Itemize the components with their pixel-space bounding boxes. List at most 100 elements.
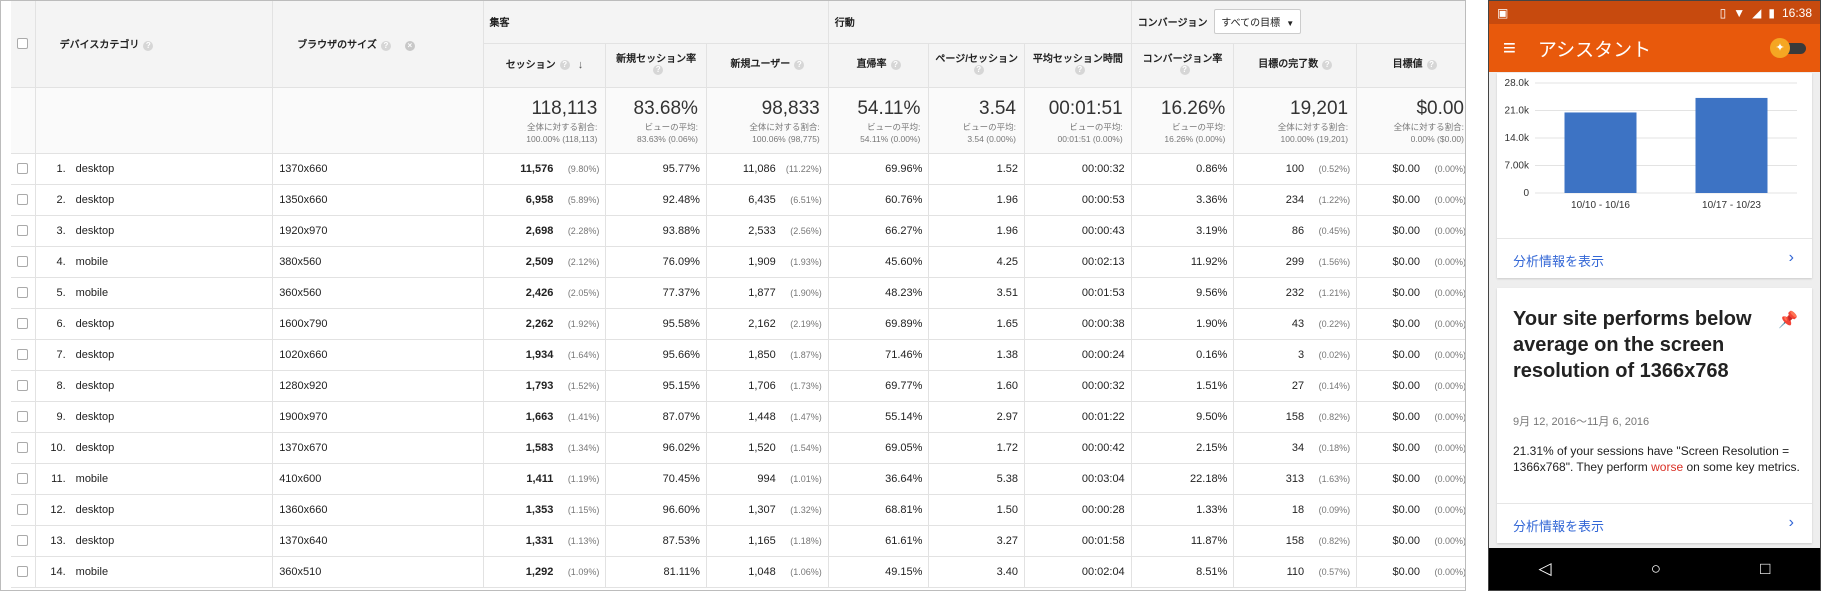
new-users-share: (1.47%) (790, 411, 822, 422)
sessions-cell: 1,934 (1.64%) (483, 339, 607, 371)
table-row[interactable]: 9. desktop 1900x970 1,663 (1.41%) 87.07% 1,448… (11, 401, 1466, 433)
view-insights-link[interactable]: 分析情報を表示 › (1497, 238, 1812, 278)
goal-completions-share: (0.14%) (1318, 380, 1351, 391)
new-sessions-rate-value: 77.37% (662, 286, 700, 299)
pages-per-session-header[interactable]: ページ/セッション? (928, 43, 1025, 88)
table-row[interactable]: 10. desktop 1370x670 1,583 (1.34%) 96.02% 1,52… (11, 432, 1465, 464)
android-nav-bar: ◁ ○ □ (1489, 548, 1820, 590)
conversion-rate-header[interactable]: コンバージョン率? (1131, 43, 1235, 88)
total-value: 00:01:51 (1048, 97, 1123, 119)
help-icon[interactable]: ? (653, 65, 664, 76)
sessions-header[interactable]: セッション? ↓ (483, 43, 607, 88)
bounce-rate-value: 55.14% (885, 410, 923, 423)
bounce-rate-value: 48.23% (885, 286, 923, 299)
row-checkbox[interactable] (17, 318, 29, 330)
row-checkbox[interactable] (17, 504, 29, 516)
new-users-value: 1,520 (748, 441, 776, 454)
row-checkbox[interactable] (17, 163, 29, 175)
back-icon[interactable]: ◁ (1538, 559, 1552, 578)
table-row[interactable]: 13. desktop 1370x640 1,331 (1.13%) 87.53% 1,16… (11, 525, 1465, 557)
avg-session-duration-cell: 00:00:53 (1024, 184, 1132, 216)
row-checkbox[interactable] (17, 535, 29, 547)
new-users-cell: 6,435 (6.51%) (706, 184, 829, 216)
goal-completions-header[interactable]: 目標の完了数? (1233, 43, 1358, 88)
device-category-link: desktop (75, 317, 115, 330)
help-icon[interactable]: ? (1074, 65, 1085, 76)
table-row[interactable]: 2. desktop 1350x660 6,958 (5.89%) 92.48% 6,435… (11, 184, 1465, 216)
help-icon[interactable]: ? (1426, 59, 1437, 70)
bar[interactable] (1564, 112, 1637, 193)
table-row[interactable]: 14. mobile 360x510 1,292 (1.09%) 81.11% 1,048 (… (11, 556, 1465, 588)
home-icon[interactable]: ○ (1650, 559, 1662, 578)
row-checkbox[interactable] (17, 287, 29, 299)
row-checkbox[interactable] (17, 380, 29, 392)
select-all-checkbox[interactable] (17, 38, 29, 50)
help-icon[interactable]: ? (559, 60, 570, 71)
pin-toggle[interactable]: ✦ (1770, 38, 1806, 58)
bar[interactable] (1695, 97, 1768, 193)
table-row[interactable]: 11. mobile 410x600 1,411 (1.19%) 70.45% 994 (1.… (11, 463, 1465, 495)
new-users-cell: 1,877 (1.90%) (706, 277, 829, 309)
help-icon[interactable]: ? (380, 40, 391, 51)
help-icon[interactable]: ? (973, 65, 984, 76)
table-row[interactable]: 4. mobile 380x560 2,509 (2.12%) 76.09% 1,909 (1… (11, 246, 1466, 278)
sessions-chart-card: 0 7.00k 14.0k 21.0k 28.0k 10/10 - 10/16 10/17 … (1497, 73, 1812, 278)
pages-per-session-cell: 1.96 (928, 184, 1025, 216)
goal-value-value: $0.00 (1392, 162, 1420, 175)
device-category-link: desktop (75, 441, 115, 454)
total-cell: 3.54 ビューの平均: 3.54 (0.00%) (928, 87, 1025, 154)
row-checkbox[interactable] (17, 442, 29, 454)
select-all-cell (11, 1, 36, 88)
row-checkbox[interactable] (17, 194, 29, 206)
sort-desc-icon[interactable]: ↓ (577, 58, 584, 71)
goal-value-share: (0.00%) (1434, 318, 1466, 329)
help-icon[interactable]: ? (1322, 59, 1333, 70)
remove-dimension-icon[interactable]: × (404, 40, 415, 51)
new-sessions-rate-header[interactable]: 新規セッション率? (605, 43, 707, 88)
goal-selector-dropdown[interactable]: すべての目標 ▼ (1214, 9, 1302, 35)
help-icon[interactable]: ? (794, 59, 805, 70)
conversion-rate-cell: 11.92% (1131, 246, 1235, 278)
help-icon[interactable]: ? (143, 40, 154, 51)
table-row[interactable]: 6. desktop 1600x790 2,262 (1.92%) 95.58% 2,162… (11, 308, 1466, 340)
row-checkbox[interactable] (17, 349, 29, 361)
browser-size-cell: 1280x920 (272, 370, 484, 402)
browser-size-link: 1370x670 (279, 441, 328, 454)
help-icon[interactable]: ? (890, 59, 901, 70)
device-category-header[interactable]: デバイスカテゴリ? (35, 1, 274, 88)
new-users-share: (2.56%) (790, 225, 822, 236)
phone-screen: ▣ ▯ ▼ ◢ ▮ 16:38 ≡ アシスタント ✦ 0 7.00k 14.0k 21… (1488, 0, 1821, 591)
row-checkbox[interactable] (17, 225, 29, 237)
new-users-value: 1,909 (748, 255, 776, 268)
table-row[interactable]: 12. desktop 1360x660 1,353 (1.15%) 96.60% 1,30… (11, 494, 1465, 526)
goal-value-share: (0.00%) (1434, 411, 1466, 422)
table-row[interactable]: 5. mobile 360x560 2,426 (2.05%) 77.37% 1,877 (1… (11, 277, 1465, 309)
row-checkbox[interactable] (17, 566, 29, 578)
avg-session-duration-header[interactable]: 平均セッション時間? (1024, 43, 1132, 88)
goal-value-header[interactable]: 目標値? (1356, 43, 1465, 88)
help-icon[interactable]: ? (1179, 65, 1190, 76)
sessions-value: 1,411 (526, 472, 554, 485)
device-category-label: デバイスカテゴリ (59, 40, 140, 52)
view-insights-link[interactable]: 分析情報を表示 › (1497, 503, 1812, 543)
browser-size-header[interactable]: ブラウザのサイズ? × (272, 1, 484, 88)
goal-completions-value: 299 (1285, 255, 1305, 268)
conversion-rate-value: 3.19% (1196, 224, 1228, 237)
table-row[interactable]: 8. desktop 1280x920 1,793 (1.52%) 95.15% 1,706… (11, 370, 1465, 402)
table-row[interactable]: 7. desktop 1020x660 1,934 (1.64%) 95.66% 1,850… (11, 339, 1465, 371)
pin-icon[interactable]: 📌 (1778, 312, 1798, 329)
row-checkbox[interactable] (17, 256, 29, 268)
hamburger-menu-icon[interactable]: ≡ (1503, 35, 1516, 60)
row-checkbox[interactable] (17, 473, 29, 485)
bounce-rate-header[interactable]: 直帰率? (828, 43, 930, 88)
table-row[interactable]: 3. desktop 1920x970 2,698 (2.28%) 93.88% 2,533… (11, 215, 1465, 247)
goal-completions-cell: 34 (0.18%) (1233, 432, 1358, 464)
goal-value-share: (0.00%) (1434, 256, 1466, 267)
table-row[interactable]: 1. desktop 1370x660 11,576 (9.80%) 95.77% 11,0… (11, 153, 1465, 185)
new-users-header[interactable]: 新規ユーザー? (706, 43, 829, 88)
device-category-cell: 13. desktop (35, 525, 274, 557)
pages-per-session-cell: 1.38 (928, 339, 1025, 371)
conversion-rate-cell: 0.86% (1131, 153, 1235, 185)
row-checkbox[interactable] (17, 411, 29, 423)
recents-icon[interactable]: □ (1760, 559, 1771, 578)
